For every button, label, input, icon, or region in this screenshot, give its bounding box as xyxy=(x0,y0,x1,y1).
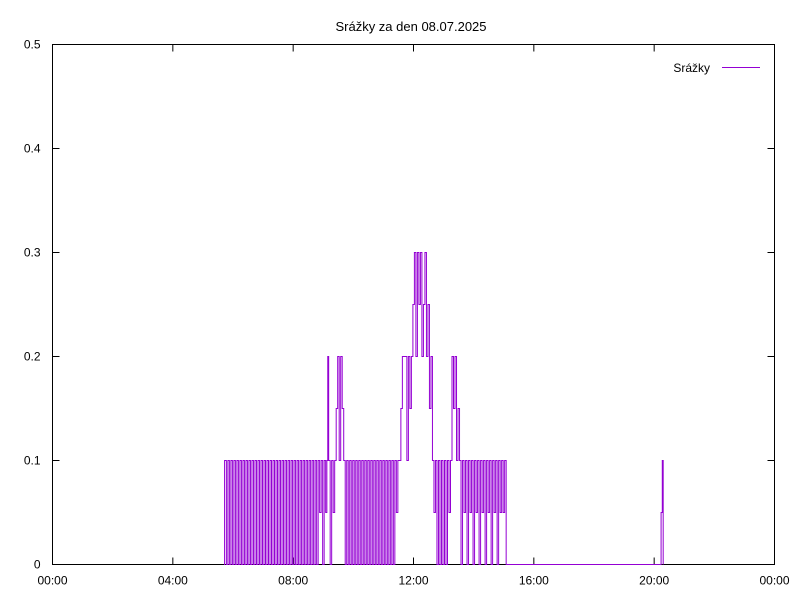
x-tick-label: 00:00 xyxy=(759,574,789,588)
y-tick-label: 0 xyxy=(34,558,41,572)
chart-title: Srážky za den 08.07.2025 xyxy=(335,19,486,34)
series-layer xyxy=(223,252,664,565)
x-tick-label: 16:00 xyxy=(519,574,549,588)
x-tick-label: 00:00 xyxy=(37,574,67,588)
x-tick-label: 20:00 xyxy=(639,574,669,588)
x-tick-label: 04:00 xyxy=(158,574,188,588)
y-tick-label: 0.4 xyxy=(24,142,41,156)
series-line-0 xyxy=(223,252,664,565)
x-tick-label: 08:00 xyxy=(278,574,308,588)
legend-label: Srážky xyxy=(673,61,710,75)
legend: Srážky xyxy=(673,61,760,75)
y-tick-label: 0.5 xyxy=(24,38,41,52)
y-tick-label: 0.3 xyxy=(24,246,41,260)
y-tick-label: 0.1 xyxy=(24,454,41,468)
x-tick-label: 12:00 xyxy=(398,574,428,588)
axes: 00:00 04:00 08:00 12:00 16:00 20:00 00:00 0 0.1 0… xyxy=(24,38,790,588)
y-tick-label: 0.2 xyxy=(24,350,41,364)
